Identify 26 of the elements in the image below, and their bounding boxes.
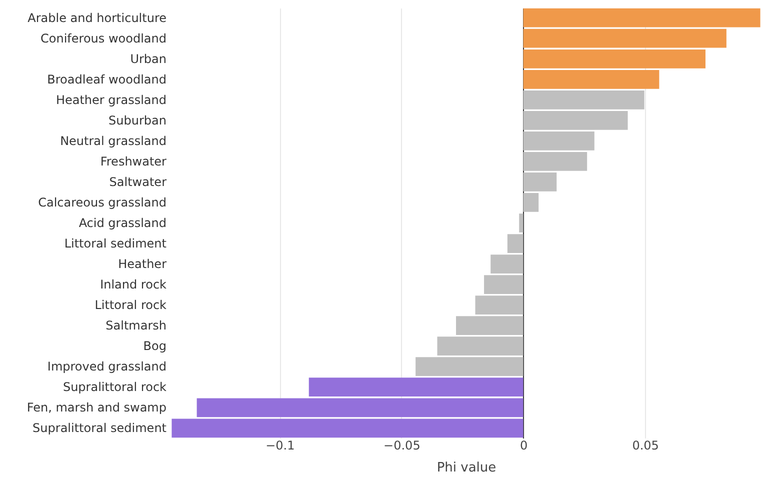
x-tick-label: 0.05 bbox=[632, 438, 659, 452]
y-tick-label: Supralittoral rock bbox=[62, 380, 167, 394]
y-tick-label: Saltmarsh bbox=[106, 318, 166, 333]
y-tick-label: Improved grassland bbox=[47, 360, 166, 374]
y-tick-label: Bog bbox=[143, 339, 166, 354]
y-tick-label: Acid grassland bbox=[78, 216, 166, 230]
y-tick-label: Urban bbox=[130, 52, 166, 66]
y-tick-label: Coniferous woodland bbox=[40, 31, 166, 46]
x-tick-label: −0.1 bbox=[266, 438, 295, 452]
x-axis-title: Phi value bbox=[436, 460, 496, 476]
y-tick-label: Inland rock bbox=[100, 278, 167, 292]
y-tick-label: Littoral rock bbox=[94, 298, 167, 312]
y-tick-label: Supralittoral sediment bbox=[32, 421, 167, 436]
y-tick-label: Heather grassland bbox=[56, 92, 166, 107]
y-tick-label: Neutral grassland bbox=[60, 134, 166, 148]
y-tick-label: Calcareous grassland bbox=[38, 195, 166, 210]
y-tick-label: Fen, marsh and swamp bbox=[26, 400, 166, 415]
x-tick-label: −0.05 bbox=[384, 438, 420, 452]
x-tick-label: 0 bbox=[520, 438, 528, 452]
y-tick-label: Littoral sediment bbox=[64, 236, 167, 251]
y-tick-label: Saltwater bbox=[109, 174, 167, 189]
y-tick-label: Arable and horticulture bbox=[28, 10, 166, 25]
y-tick-label: Heather bbox=[118, 257, 167, 272]
y-tick-label: Suburban bbox=[108, 113, 166, 128]
y-tick-label: Broadleaf woodland bbox=[47, 72, 166, 86]
y-tick-label: Freshwater bbox=[100, 154, 167, 168]
